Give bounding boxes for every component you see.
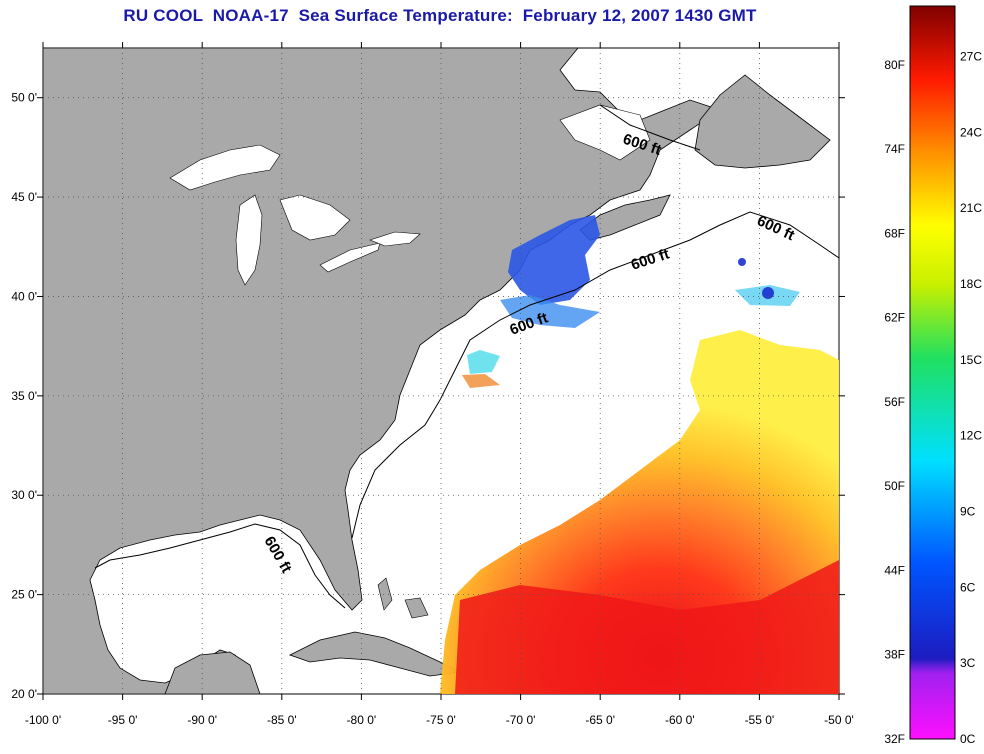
lake-michigan [235, 194, 263, 286]
colorbar-f-label: 62F [884, 311, 905, 325]
sst-cold-blue-shelf [500, 295, 600, 328]
lon-tick-label: -70 0' [506, 713, 536, 727]
lat-tick-label: 25 0' [11, 588, 37, 602]
lon-tick-label: -50 0' [824, 713, 854, 727]
lon-tick-label: -100 0' [25, 713, 61, 727]
sst-orange-patch [462, 374, 500, 388]
colorbar-c-label: 21C [960, 201, 982, 215]
land-bahamas [377, 577, 429, 619]
colorbar-c-label: 9C [960, 505, 976, 519]
lon-tick-label: -95 0' [108, 713, 138, 727]
colorbar-f-label: 80F [884, 58, 905, 72]
lon-tick-label: -80 0' [347, 713, 377, 727]
lake-huron [279, 194, 351, 241]
sst-cyan-patch [467, 350, 500, 374]
gulf-st-lawrence [559, 104, 651, 161]
colorbar-f-label: 32F [884, 732, 905, 746]
lake-erie [319, 242, 381, 273]
lat-tick-label: 35 0' [11, 389, 37, 403]
sst-blue-spot-2 [738, 258, 746, 266]
lake-ontario [369, 231, 421, 247]
lat-tick-labels: 50 0' 45 0' 40 0' 35 0' 30 0' 25 0' 20 0' [11, 91, 37, 701]
lon-tick-labels: -100 0' -95 0' -90 0' -85 0' -80 0' -75 0' -70… [25, 713, 854, 727]
colorbar-f-labels: 80F 74F 68F 62F 56F 50F 44F 38F 32F [884, 58, 905, 746]
colorbar-c-label: 3C [960, 656, 976, 670]
lat-tick-label: 50 0' [11, 91, 37, 105]
colorbar-f-label: 74F [884, 142, 905, 156]
land-yucatan [164, 651, 261, 694]
colorbar-c-label: 15C [960, 353, 982, 367]
land-newfoundland [694, 74, 831, 169]
land-nova-scotia [579, 194, 671, 241]
colorbar-c-label: 24C [960, 125, 982, 139]
colorbar-c-label: 12C [960, 429, 982, 443]
axis-ticks [37, 42, 845, 700]
colorbar-c-label: 6C [960, 580, 976, 594]
lat-tick-label: 40 0' [11, 289, 37, 303]
colorbar-f-label: 50F [884, 479, 905, 493]
land-north-america [43, 48, 721, 694]
lon-tick-label: -85 0' [267, 713, 297, 727]
isobath-600ft-north [599, 104, 701, 151]
lake-superior [169, 144, 281, 191]
sst-gulfstream-red [455, 560, 839, 694]
isobath-600ft [94, 211, 839, 609]
colorbar-c-label: 18C [960, 277, 982, 291]
colorbar-c-label: 0C [960, 732, 976, 746]
lat-tick-label: 30 0' [11, 488, 37, 502]
lon-tick-label: -55 0' [745, 713, 775, 727]
lat-tick-label: 20 0' [11, 687, 37, 701]
sst-cold-blue-gulf-of-maine [508, 215, 600, 305]
colorbar-c-label: 27C [960, 50, 982, 64]
colorbar-f-label: 44F [884, 563, 905, 577]
lon-tick-label: -60 0' [665, 713, 695, 727]
lon-tick-label: -90 0' [187, 713, 217, 727]
colorbar-f-label: 56F [884, 395, 905, 409]
lon-tick-label: -65 0' [585, 713, 615, 727]
colorbar-c-labels: 27C 24C 21C 18C 15C 12C 9C 6C 3C 0C [960, 50, 982, 746]
colorbar-f-label: 68F [884, 226, 905, 240]
lat-tick-label: 45 0' [11, 190, 37, 204]
colorbar [909, 5, 956, 740]
lon-tick-label: -75 0' [426, 713, 456, 727]
sst-blue-spot [762, 287, 774, 299]
map-title: RU COOL NOAA-17 Sea Surface Temperature:… [123, 6, 757, 25]
colorbar-f-label: 38F [884, 648, 905, 662]
